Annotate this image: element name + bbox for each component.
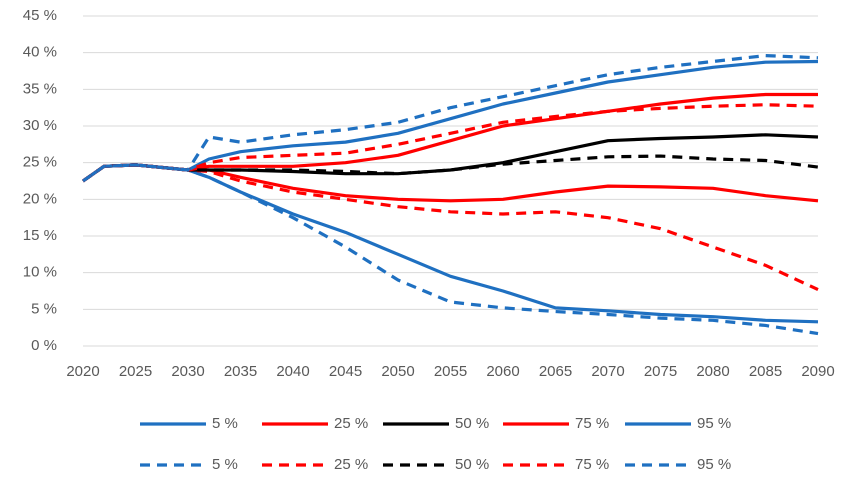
x-tick-label: 2065 <box>539 363 572 380</box>
x-tick-label: 2090 <box>801 363 834 380</box>
y-tick-label: 40 % <box>23 44 57 61</box>
y-tick-label: 45 % <box>23 7 57 24</box>
x-tick-label: 2080 <box>696 363 729 380</box>
x-tick-label: 2045 <box>329 363 362 380</box>
legend-label: 5 % <box>212 415 238 432</box>
legend-label: 50 % <box>455 415 489 432</box>
y-tick-label: 20 % <box>23 190 57 207</box>
x-tick-label: 2085 <box>749 363 782 380</box>
legend-label: 95 % <box>697 415 731 432</box>
x-tick-label: 2025 <box>119 363 152 380</box>
y-tick-label: 30 % <box>23 117 57 134</box>
x-tick-label: 2030 <box>171 363 204 380</box>
y-tick-label: 15 % <box>23 227 57 244</box>
x-tick-label: 2050 <box>381 363 414 380</box>
x-tick-label: 2035 <box>224 363 257 380</box>
legend-label: 75 % <box>575 456 609 473</box>
legend-label: 75 % <box>575 415 609 432</box>
series-line <box>82 163 819 291</box>
series-line <box>82 54 819 183</box>
legend-label: 25 % <box>334 456 368 473</box>
legend-label: 5 % <box>212 456 238 473</box>
x-tick-label: 2070 <box>591 363 624 380</box>
legend-label: 95 % <box>697 456 731 473</box>
y-tick-label: 0 % <box>31 337 57 354</box>
y-tick-label: 25 % <box>23 154 57 171</box>
x-tick-label: 2075 <box>644 363 677 380</box>
x-tick-label: 2020 <box>66 363 99 380</box>
y-tick-label: 10 % <box>23 264 57 281</box>
legend-label: 50 % <box>455 456 489 473</box>
y-tick-label: 35 % <box>23 80 57 97</box>
legend-label: 25 % <box>334 415 368 432</box>
x-tick-label: 2060 <box>486 363 519 380</box>
series-line <box>82 163 819 336</box>
x-tick-label: 2040 <box>276 363 309 380</box>
y-tick-label: 5 % <box>31 300 57 317</box>
x-tick-label: 2055 <box>434 363 467 380</box>
